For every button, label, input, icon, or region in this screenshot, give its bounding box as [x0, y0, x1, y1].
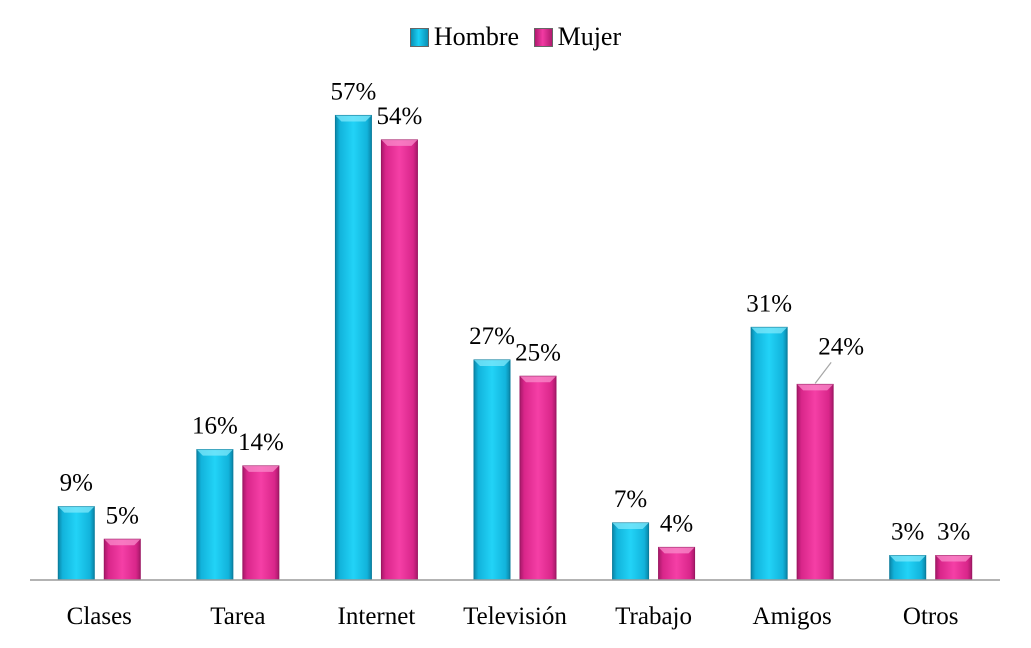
- value-label-hombre-internet: 57%: [331, 78, 377, 105]
- value-label-hombre-televisión: 27%: [469, 323, 515, 350]
- x-tick-label-clases: Clases: [67, 603, 132, 630]
- bar-mujer-televisión: [519, 375, 557, 581]
- bar-hombre-amigos: [750, 326, 788, 581]
- bar-cap-mujer-trabajo: [658, 547, 695, 554]
- x-tick-label-internet: Internet: [338, 603, 416, 630]
- value-label-hombre-otros: 3%: [891, 519, 924, 546]
- legend-label-hombre: Hombre: [433, 22, 520, 51]
- value-label-mujer-amigos: 24%: [818, 333, 864, 360]
- bar-hombre-clases: [57, 506, 95, 581]
- bar-hombre-internet: [334, 114, 372, 581]
- x-tick-label-otros: Otros: [903, 603, 959, 630]
- bar-cap-mujer-otros: [935, 555, 972, 562]
- value-label-mujer-otros: 3%: [937, 519, 970, 546]
- legend: Hombre Mujer: [0, 22, 1031, 54]
- leader-line-mujer-amigos: [814, 362, 832, 384]
- bar-cap-mujer-clases: [104, 539, 141, 546]
- legend-item-hombre: Hombre: [409, 22, 520, 52]
- bar-cap-mujer-internet: [381, 139, 418, 146]
- x-tick-label-tarea: Tarea: [210, 603, 265, 630]
- bar-cap-hombre-trabajo: [612, 522, 649, 529]
- bar-cap-mujer-televisión: [520, 376, 556, 383]
- bar-cap-hombre-amigos: [751, 327, 788, 334]
- bar-mujer-tarea: [242, 465, 280, 581]
- bar-cap-hombre-clases: [58, 506, 95, 513]
- x-tick-label-trabajo: Trabajo: [615, 603, 692, 630]
- x-tick-label-televisión: Televisión: [463, 603, 567, 630]
- bar-hombre-televisión: [473, 359, 511, 581]
- value-label-mujer-trabajo: 4%: [660, 510, 693, 537]
- value-label-hombre-tarea: 16%: [192, 413, 238, 440]
- bar-cap-hombre-tarea: [196, 449, 233, 456]
- value-label-mujer-televisión: 25%: [515, 339, 561, 366]
- legend-swatch-hombre: [409, 27, 429, 47]
- value-label-hombre-amigos: 31%: [746, 290, 792, 317]
- legend-label-mujer: Mujer: [557, 22, 622, 51]
- bar-cap-hombre-internet: [335, 115, 372, 122]
- bar-cap-hombre-televisión: [474, 359, 510, 366]
- value-label-hombre-clases: 9%: [60, 470, 93, 497]
- bar-cap-mujer-amigos: [797, 384, 834, 391]
- bar-cap-mujer-tarea: [242, 465, 279, 472]
- legend-item-mujer: Mujer: [533, 22, 622, 52]
- bar-mujer-internet: [380, 139, 418, 581]
- bar-hombre-tarea: [196, 449, 234, 581]
- bar-mujer-amigos: [796, 383, 834, 581]
- value-label-mujer-tarea: 14%: [238, 429, 284, 456]
- legend-swatch-mujer: [533, 27, 553, 47]
- x-tick-label-amigos: Amigos: [753, 603, 832, 630]
- bar-cap-hombre-otros: [889, 555, 926, 562]
- value-label-mujer-clases: 5%: [106, 502, 139, 529]
- bar-mujer-clases: [103, 538, 141, 581]
- bar-hombre-trabajo: [612, 522, 650, 581]
- value-label-mujer-internet: 54%: [377, 103, 423, 130]
- value-label-hombre-trabajo: 7%: [614, 486, 647, 513]
